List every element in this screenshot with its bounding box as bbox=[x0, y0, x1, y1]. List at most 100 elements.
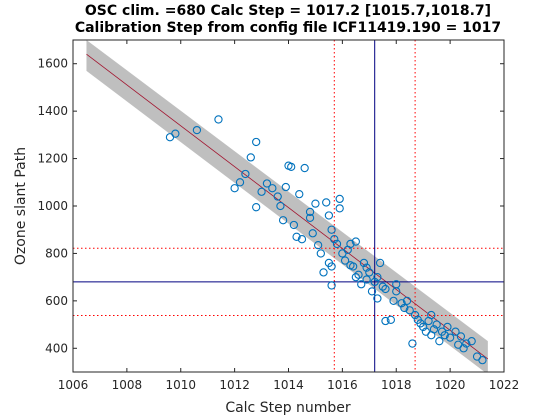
data-point-31 bbox=[322, 198, 331, 207]
data-point-14 bbox=[276, 201, 285, 211]
data-point-42 bbox=[340, 256, 350, 265]
data-point-86 bbox=[445, 333, 455, 342]
data-point-72 bbox=[410, 310, 420, 320]
data-point-51 bbox=[359, 258, 369, 268]
x-tick-label-2: 1010 bbox=[165, 378, 196, 392]
x-tick-label-6: 1018 bbox=[381, 378, 412, 392]
data-point-46 bbox=[348, 262, 358, 271]
data-point-82 bbox=[435, 337, 444, 346]
axes-layer: 1006 1008 1010 1012 1014 1016 1018 1020 1022 400 6… bbox=[37, 40, 519, 392]
data-point-38 bbox=[327, 281, 336, 290]
y-axis-label: Ozone slant Path bbox=[13, 147, 29, 265]
data-point-60 bbox=[378, 282, 387, 291]
data-point-33 bbox=[327, 225, 336, 234]
data-point-22 bbox=[300, 163, 309, 173]
data-point-19 bbox=[289, 220, 299, 230]
y-tick-label-1: 600 bbox=[45, 294, 68, 308]
fit-line bbox=[86, 53, 489, 360]
data-point-89 bbox=[456, 332, 466, 341]
data-point-30 bbox=[319, 268, 328, 277]
y-tick-label-2: 800 bbox=[45, 246, 68, 260]
data-point-23 bbox=[297, 235, 307, 244]
data-point-85 bbox=[443, 322, 452, 332]
data-point-2 bbox=[192, 125, 202, 135]
data-point-37 bbox=[324, 258, 334, 268]
data-point-39 bbox=[335, 194, 344, 204]
data-point-57 bbox=[373, 272, 382, 282]
x-tick-label-4: 1014 bbox=[273, 378, 304, 392]
data-point-81 bbox=[432, 320, 441, 329]
data-point-20 bbox=[295, 189, 304, 199]
data-point-94 bbox=[478, 355, 487, 365]
data-point-29 bbox=[316, 249, 325, 258]
plot-layer bbox=[73, 40, 504, 372]
x-tick-label-8: 1022 bbox=[489, 378, 520, 392]
data-point-75 bbox=[419, 322, 428, 332]
data-point-70 bbox=[405, 306, 414, 315]
data-point-9 bbox=[252, 203, 261, 212]
chart-title-line2: Calibration Step from config file ICF114… bbox=[75, 20, 501, 36]
data-point-4 bbox=[230, 184, 239, 193]
data-point-13 bbox=[273, 192, 282, 201]
data-point-56 bbox=[370, 277, 379, 287]
data-point-15 bbox=[278, 216, 288, 225]
y-tick-label-4: 1200 bbox=[37, 152, 68, 166]
data-point-66 bbox=[392, 280, 401, 289]
data-point-64 bbox=[389, 296, 398, 306]
data-point-84 bbox=[440, 331, 449, 340]
data-point-80 bbox=[429, 325, 439, 334]
x-tick-label-7: 1020 bbox=[435, 378, 466, 392]
data-point-35 bbox=[332, 239, 342, 249]
confidence-band bbox=[86, 40, 488, 372]
data-point-17 bbox=[287, 162, 296, 172]
data-point-21 bbox=[292, 232, 301, 241]
data-point-50 bbox=[357, 280, 366, 289]
x-tick-label-5: 1016 bbox=[327, 378, 358, 392]
data-point-40 bbox=[335, 204, 344, 213]
data-point-45 bbox=[346, 239, 355, 249]
x-tick-label-1: 1008 bbox=[112, 378, 143, 392]
data-point-48 bbox=[351, 237, 360, 246]
data-point-5 bbox=[235, 178, 245, 187]
y-tick-label-6: 1600 bbox=[37, 57, 68, 71]
data-point-1 bbox=[171, 129, 180, 138]
x-axis-label: Calc Step number bbox=[225, 400, 351, 416]
data-point-7 bbox=[246, 153, 255, 162]
chart-title-line1: OSC clim. =680 Calc Step = 1017.2 [1015.… bbox=[85, 3, 491, 19]
data-point-55 bbox=[367, 287, 377, 296]
data-point-8 bbox=[252, 137, 261, 147]
data-point-52 bbox=[362, 263, 371, 272]
x-tick-label-3: 1012 bbox=[219, 378, 250, 392]
y-tick-label-3: 1000 bbox=[37, 199, 68, 213]
data-point-71 bbox=[408, 339, 417, 348]
data-point-61 bbox=[381, 316, 390, 326]
data-point-78 bbox=[427, 310, 436, 320]
data-point-34 bbox=[330, 235, 339, 244]
data-point-24 bbox=[305, 207, 315, 217]
data-point-10 bbox=[257, 187, 266, 196]
data-point-54 bbox=[365, 268, 374, 277]
data-point-25 bbox=[305, 213, 315, 223]
data-point-12 bbox=[268, 184, 277, 193]
data-point-3 bbox=[214, 115, 223, 124]
data-point-32 bbox=[324, 211, 334, 220]
data-point-27 bbox=[308, 229, 317, 238]
data-point-62 bbox=[381, 284, 390, 294]
data-point-90 bbox=[459, 344, 468, 353]
data-point-58 bbox=[373, 294, 382, 303]
data-point-28 bbox=[313, 240, 323, 250]
data-point-67 bbox=[397, 299, 406, 308]
data-point-63 bbox=[386, 315, 396, 324]
y-tick-label-5: 1400 bbox=[37, 104, 68, 118]
data-point-11 bbox=[262, 179, 272, 188]
data-point-6 bbox=[241, 169, 250, 179]
data-point-47 bbox=[351, 272, 360, 282]
data-point-59 bbox=[375, 258, 385, 268]
data-point-26 bbox=[311, 199, 320, 208]
data-point-92 bbox=[467, 337, 476, 346]
y-tick-label-0: 400 bbox=[45, 341, 68, 355]
data-point-53 bbox=[362, 275, 371, 284]
data-point-18 bbox=[281, 182, 290, 192]
data-point-49 bbox=[354, 270, 363, 279]
